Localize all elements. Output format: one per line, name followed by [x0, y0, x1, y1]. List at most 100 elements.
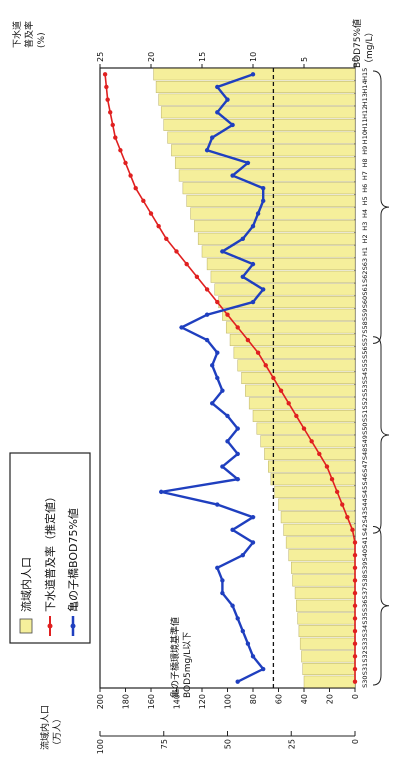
category-label-S33: S33 — [361, 638, 369, 650]
bar-population-S31 — [302, 663, 356, 675]
point-sewer-H15 — [102, 72, 108, 77]
bar-population-S37 — [294, 587, 356, 600]
brace-2 — [372, 336, 390, 534]
point-sewer-S30 — [352, 679, 358, 684]
bar-population-H12 — [160, 106, 356, 119]
point-sewer-S31 — [352, 666, 358, 672]
bar-population-S32 — [301, 650, 356, 663]
left-axis-top-label-1: 流域内人口 — [39, 705, 51, 750]
legend-label-bod: 亀の子橋BOD75%値 — [66, 508, 80, 612]
tick-label-bod-0: 0 — [351, 57, 360, 62]
plot-area: 0 20 40 60 80 100 120 140 160 180 200 0 25 50 75 100 0 5 1… — [96, 52, 390, 754]
point-sewer-H8 — [123, 160, 128, 166]
point-sewer-H7 — [128, 173, 133, 178]
bar-population-S33 — [299, 637, 356, 650]
bar-population-S61 — [214, 283, 356, 296]
bar-population-H5 — [186, 194, 356, 207]
left-axis-bottom-label-3: (%) — [37, 32, 47, 48]
point-bod-H12 — [215, 110, 220, 115]
bar-population-S39 — [291, 561, 356, 574]
left-axis-bottom-label-1: 下水道 — [11, 21, 23, 48]
category-label-S38: S38 — [361, 574, 369, 586]
point-bod-S53 — [220, 388, 225, 393]
bar-population-S56 — [233, 346, 356, 359]
point-bod-S41 — [250, 540, 256, 545]
point-bod-S47 — [220, 464, 225, 469]
point-sewer-S58 — [235, 325, 240, 330]
category-label-S44: S44 — [361, 498, 369, 510]
category-label-S30: S30 — [361, 675, 369, 687]
point-sewer-S33 — [352, 641, 358, 646]
category-label-S49: S49 — [361, 435, 369, 447]
category-label-H13: H13 — [361, 93, 369, 106]
legend-marker-sewer — [47, 623, 53, 629]
point-sewer-H9 — [118, 148, 123, 153]
point-sewer-S48 — [317, 451, 322, 457]
category-label-S54: S54 — [361, 372, 369, 384]
point-bod-H7 — [230, 173, 235, 178]
point-sewer-H12 — [108, 110, 113, 115]
point-sewer-S51 — [294, 413, 299, 419]
category-label-S35: S35 — [361, 612, 369, 624]
bar-population-H13 — [158, 93, 356, 106]
bar-population-H8 — [174, 156, 356, 169]
bar-population-S44 — [278, 498, 356, 511]
tick-label-population-140: 140 — [173, 694, 182, 709]
category-label-H10: H10 — [361, 131, 369, 144]
point-bod-S55 — [210, 363, 215, 368]
category-label-H12: H12 — [361, 106, 369, 119]
category-label-S58: S58 — [361, 321, 369, 333]
point-sewer-H6 — [133, 186, 138, 191]
tick-label-bod-20: 20 — [147, 52, 156, 62]
bar-population-S48 — [264, 447, 356, 460]
bar-population-S47 — [268, 460, 356, 473]
bar-population-S59 — [222, 308, 356, 321]
bar-population-H1 — [201, 245, 356, 258]
point-sewer-S36 — [352, 603, 358, 608]
tick-label-population-120: 120 — [198, 694, 207, 709]
point-bod-H14 — [215, 84, 220, 90]
point-bod-S58 — [179, 325, 184, 330]
point-sewer-S56 — [255, 350, 261, 355]
point-bod-S39 — [215, 565, 220, 570]
category-label-S39: S39 — [361, 562, 369, 574]
bar-population-S57 — [229, 334, 356, 347]
point-sewer-S32 — [352, 654, 358, 659]
category-label-H5: H5 — [361, 196, 369, 205]
point-bod-S30 — [235, 679, 240, 684]
category-label-H1: H1 — [361, 247, 369, 256]
bar-population-H4 — [190, 207, 356, 220]
category-label-H4: H4 — [361, 209, 369, 218]
point-bod-S50 — [235, 426, 240, 431]
category-label-H6: H6 — [361, 184, 369, 193]
category-label-H11: H11 — [361, 118, 369, 131]
point-sewer-H2 — [164, 236, 169, 242]
point-sewer-S52 — [286, 401, 291, 406]
point-sewer-S43 — [345, 514, 350, 520]
category-label-H8: H8 — [361, 158, 369, 167]
point-bod-H11 — [230, 122, 235, 128]
bar-population-S34 — [298, 625, 356, 638]
bar-population-S43 — [280, 511, 356, 524]
point-bod-S44 — [215, 502, 220, 507]
point-sewer-S61 — [204, 287, 210, 292]
tick-label-population-0: 0 — [351, 694, 360, 699]
point-sewer-S60 — [215, 299, 220, 305]
tick-label-population-80: 80 — [249, 694, 258, 704]
tick-label-bod-10: 10 — [249, 52, 258, 62]
point-bod-H1 — [220, 249, 225, 254]
tick-label-sewer-50: 50 — [224, 739, 233, 749]
point-bod-S63 — [250, 261, 256, 267]
point-sewer-S37 — [352, 590, 358, 596]
category-label-S40: S40 — [361, 549, 369, 561]
point-bod-H4 — [255, 211, 261, 216]
point-bod-S33 — [245, 641, 251, 646]
point-sewer-S57 — [245, 337, 251, 343]
category-label-S53: S53 — [361, 384, 369, 396]
point-sewer-H5 — [141, 198, 146, 204]
bar-population-S30 — [303, 675, 356, 688]
brace-3 — [372, 70, 390, 344]
point-bod-S36 — [230, 603, 235, 608]
bar-population-H9 — [171, 144, 356, 157]
